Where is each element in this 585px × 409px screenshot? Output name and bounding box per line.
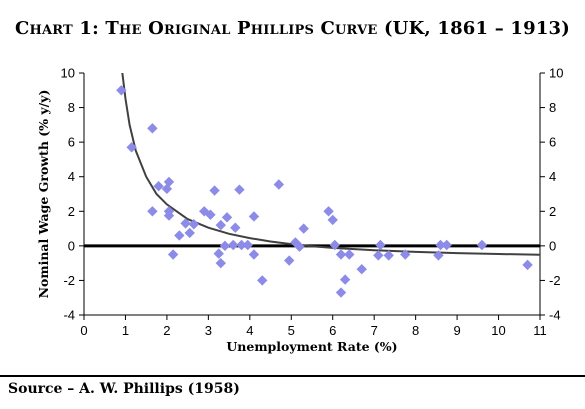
y-tick-label-left: 0	[68, 238, 75, 253]
y-tick-label-right: 8	[549, 100, 556, 115]
x-tick-label: 10	[491, 323, 505, 338]
data-point	[273, 179, 285, 190]
fitted-curve	[121, 73, 540, 256]
x-tick-label: 0	[80, 323, 87, 338]
y-tick-label-left: 10	[61, 66, 75, 81]
data-point	[298, 223, 309, 234]
y-axis-label: Nominal Wage Growth (% y/y)	[36, 90, 51, 299]
data-point	[476, 239, 488, 251]
data-point	[215, 257, 226, 269]
data-point	[188, 219, 200, 230]
axes: -4 -4 -2 -2 0 0 2 2 4 4 6 6 8 8 10 10 0 1 2 3 4 5 6 7 8 9 10 11	[61, 66, 564, 339]
x-tick-label: 9	[453, 323, 460, 338]
scatter-points	[116, 85, 533, 298]
data-point	[323, 206, 334, 217]
data-point	[375, 239, 386, 251]
y-tick-label-right: 4	[549, 169, 556, 184]
y-tick-label-right: -4	[549, 308, 561, 323]
source-note: Source – A. W. Phillips (1958)	[8, 381, 240, 397]
data-point	[167, 249, 179, 260]
x-tick-label: 1	[122, 323, 129, 338]
y-tick-label-right: 2	[549, 204, 556, 219]
data-point	[327, 214, 338, 226]
y-tick-label-left: -4	[63, 308, 75, 323]
y-tick-label-right: 0	[549, 238, 556, 253]
data-point	[284, 255, 295, 266]
data-point	[344, 249, 355, 260]
y-tick-label-right: 10	[549, 66, 563, 81]
y-tick-label-left: 4	[68, 169, 75, 184]
fitted-curve-layer	[121, 73, 540, 256]
data-point	[248, 249, 260, 260]
data-point	[126, 142, 137, 153]
data-point	[339, 274, 351, 285]
data-point	[205, 209, 216, 220]
data-point	[373, 250, 384, 261]
y-tick-label-left: -2	[63, 273, 75, 288]
data-point	[230, 222, 241, 233]
data-point	[163, 176, 175, 188]
data-point	[236, 239, 247, 251]
x-tick-label: 7	[371, 323, 378, 338]
x-tick-label: 5	[288, 323, 295, 338]
x-tick-label: 6	[329, 323, 336, 338]
footer-divider	[0, 375, 585, 377]
data-point	[335, 249, 347, 260]
data-point	[174, 230, 185, 241]
x-axis-label: Unemployment Rate (%)	[226, 339, 397, 354]
data-point	[180, 218, 191, 229]
data-point	[248, 211, 260, 222]
data-point	[234, 184, 245, 195]
data-point	[215, 219, 226, 231]
y-tick-label-left: 8	[68, 100, 75, 115]
x-tick-label: 11	[533, 323, 547, 338]
data-point	[219, 240, 231, 252]
data-point	[383, 250, 394, 261]
phillips-curve-chart: -4 -4 -2 -2 0 0 2 2 4 4 6 6 8 8 10 10 0 1 2 3 4 5 6 7 8 9 10 11 Une…	[36, 66, 564, 355]
x-tick-label: 4	[246, 323, 253, 338]
data-point	[356, 263, 367, 275]
data-point	[522, 259, 533, 271]
data-point	[294, 241, 305, 252]
data-point	[209, 185, 220, 196]
y-tick-label-right: -2	[549, 273, 561, 288]
y-tick-label-left: 6	[68, 135, 75, 150]
data-point	[242, 239, 253, 251]
data-point	[116, 85, 127, 96]
data-point	[228, 239, 239, 251]
y-tick-label-left: 2	[68, 204, 75, 219]
data-point	[335, 287, 347, 298]
x-tick-label: 3	[205, 323, 212, 338]
data-point	[400, 249, 411, 260]
data-point	[184, 227, 195, 239]
data-point	[147, 123, 158, 134]
data-point	[257, 275, 268, 286]
data-point	[435, 239, 446, 251]
x-tick-label: 2	[163, 323, 170, 338]
x-tick-label: 8	[412, 323, 419, 338]
y-tick-label-right: 6	[549, 135, 556, 150]
data-point	[163, 210, 175, 221]
data-point	[147, 206, 158, 217]
data-point	[329, 239, 340, 251]
data-point	[433, 250, 444, 261]
data-point	[153, 181, 164, 192]
data-point	[441, 239, 452, 251]
data-point	[221, 212, 233, 223]
data-point	[213, 248, 224, 259]
chart-title: Chart 1: The Original Phillips Curve (UK…	[14, 18, 571, 39]
